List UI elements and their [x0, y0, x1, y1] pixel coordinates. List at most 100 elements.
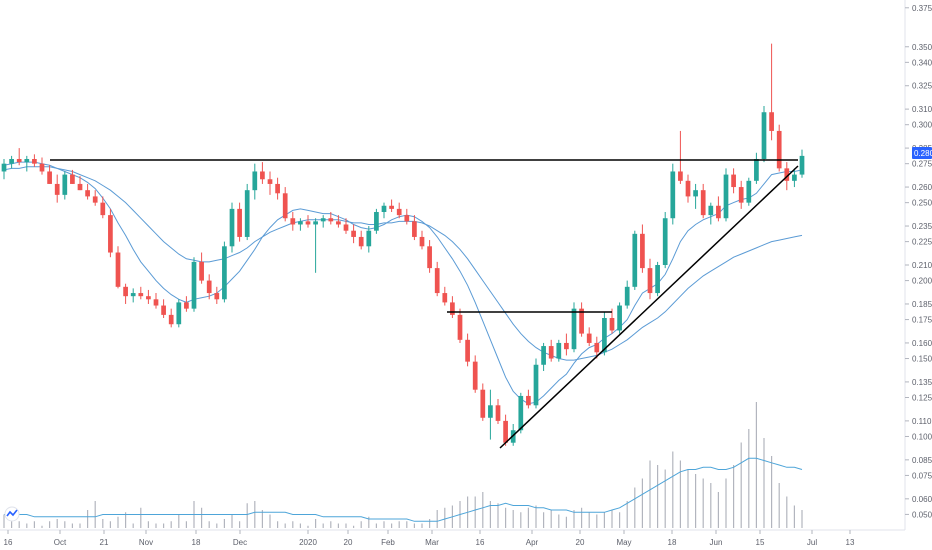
candle-body — [784, 168, 790, 181]
price-tick-label: 0.260 — [912, 183, 932, 192]
candle — [374, 208, 379, 234]
candle — [495, 399, 501, 424]
candle-body — [260, 171, 265, 180]
price-tick-label: 0.125 — [912, 394, 932, 403]
candle — [799, 149, 805, 178]
candle-body — [92, 196, 98, 203]
candle — [503, 414, 508, 446]
candle — [54, 174, 60, 203]
candle-body — [731, 174, 736, 188]
candle — [62, 171, 68, 200]
volume-bars — [3, 402, 803, 528]
candle — [716, 196, 721, 222]
candle — [206, 274, 212, 300]
price-tick-label: 0.085 — [912, 456, 932, 465]
time-tick-label: Jun — [710, 538, 723, 547]
candle — [313, 218, 318, 273]
candle — [108, 208, 113, 258]
candle — [130, 288, 136, 303]
candle — [336, 215, 341, 228]
candle-body — [366, 230, 372, 247]
candle-body — [199, 261, 204, 281]
candle — [541, 342, 546, 371]
candle-body — [39, 163, 45, 172]
candle-body — [488, 405, 493, 418]
candle — [358, 230, 364, 250]
candle-body — [305, 221, 311, 225]
candle — [632, 230, 638, 290]
time-tick-label: Oct — [54, 538, 67, 547]
candle — [77, 176, 83, 191]
candle-body — [85, 190, 90, 197]
candle-body — [252, 171, 258, 191]
time-tick-label: 18 — [192, 538, 201, 547]
candle-body — [533, 364, 539, 406]
candle-body — [723, 174, 729, 219]
ascending-trendline[interactable] — [499, 165, 799, 449]
candle-body — [70, 174, 75, 184]
candle — [442, 286, 448, 306]
candle-body — [746, 180, 752, 203]
candle — [184, 296, 189, 312]
candle — [738, 180, 744, 209]
price-tick-label: 0.110 — [912, 417, 932, 426]
slow-moving-average-line — [3, 166, 803, 361]
candle-body — [594, 342, 600, 353]
candle — [526, 389, 531, 409]
candle-body — [738, 187, 744, 203]
candle-body — [206, 280, 212, 294]
candle — [533, 358, 539, 409]
candle — [564, 333, 569, 356]
candle — [389, 199, 394, 212]
drawings[interactable] — [50, 159, 799, 449]
candle-body — [678, 171, 683, 181]
volume-moving-average-line — [4, 457, 803, 522]
candle — [678, 130, 683, 184]
time-axis[interactable]: 16 Oct 21 Nov 18 Dec 2020 20 Feb Mar 16 Apr 20 May 18 J… — [4, 530, 855, 547]
price-axis[interactable]: 0.050 0.060 0.075 0.085 0.100 0.110 0.125 0.135… — [905, 4, 932, 520]
price-tick-label: 0.375 — [912, 4, 932, 13]
candle — [381, 202, 387, 219]
candle-body — [214, 293, 220, 300]
candle — [100, 196, 106, 219]
price-tick-label: 0.060 — [912, 495, 932, 504]
candle-body — [472, 361, 478, 390]
time-tick-label: 20 — [576, 538, 585, 547]
candle — [39, 157, 45, 175]
candle-body — [586, 333, 592, 343]
time-tick-label: 21 — [100, 538, 109, 547]
candle — [32, 154, 37, 167]
time-tick-label: 2020 — [299, 538, 317, 547]
candle-body — [693, 190, 698, 197]
candle — [229, 202, 235, 253]
price-tick-label: 0.160 — [912, 339, 932, 348]
candle-body — [267, 179, 273, 184]
time-tick-label: 13 — [846, 538, 855, 547]
candle-body — [290, 218, 296, 225]
candle — [792, 168, 797, 188]
candle — [237, 202, 242, 242]
candles — [1, 43, 805, 446]
candle-body — [442, 293, 448, 303]
candle-body — [617, 305, 622, 331]
candle-body — [548, 346, 554, 359]
time-tick-label: 16 — [476, 538, 485, 547]
price-tick-label: 0.340 — [912, 58, 932, 67]
candle-body — [168, 314, 174, 325]
candle-body — [130, 293, 136, 297]
candle-body — [792, 174, 797, 181]
candle — [647, 258, 653, 300]
candle — [708, 202, 714, 225]
candle — [472, 355, 478, 393]
candle-body — [1, 163, 7, 172]
candle — [9, 155, 14, 169]
candle — [290, 212, 296, 231]
candle-body — [670, 171, 676, 219]
candle — [191, 257, 197, 312]
price-tick-label: 0.185 — [912, 300, 932, 309]
tradingview-logo-icon[interactable] — [4, 506, 20, 522]
candle-body — [624, 286, 630, 306]
candle-body — [769, 112, 774, 131]
candle — [343, 218, 349, 234]
